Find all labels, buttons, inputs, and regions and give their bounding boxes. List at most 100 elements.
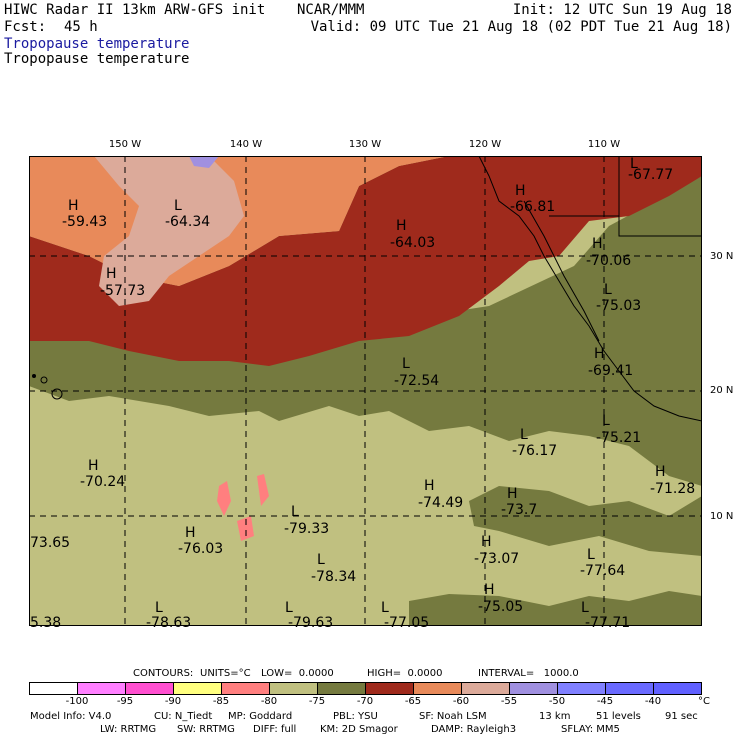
legend-swatch: [318, 683, 366, 694]
legend-tick: -90: [164, 696, 182, 707]
footer-cu: CU: N_Tiedt: [154, 711, 213, 722]
footer-resolution: 13 km: [539, 711, 571, 722]
marker-letter: H: [481, 534, 492, 550]
marker-value: 73.65: [30, 535, 71, 551]
lon-label-120w: 120 W: [468, 139, 502, 150]
marker-letter: L: [520, 427, 528, 443]
color-legend: [29, 682, 702, 695]
footer-levels: 51 levels: [596, 711, 641, 722]
marker-letter: L: [317, 552, 325, 568]
marker-letter: L: [581, 600, 589, 616]
marker-value: -79.33: [284, 521, 330, 537]
legend-swatch: [414, 683, 462, 694]
footer-mp: MP: Goddard: [228, 711, 293, 722]
marker-value: -67.77: [628, 167, 674, 183]
marker-value: -72.54: [394, 373, 440, 389]
marker-letter: H: [396, 218, 407, 234]
field-title-primary: Tropopause temperature: [4, 36, 190, 52]
legend-unit: °C: [698, 696, 710, 707]
lon-label-140w: 140 W: [229, 139, 263, 150]
legend-tick: -55: [500, 696, 518, 707]
legend-tick: -95: [116, 696, 134, 707]
footer-diff: DIFF: full: [253, 724, 297, 735]
lat-lon-grid: [29, 156, 702, 626]
marker-letter: H: [185, 525, 196, 541]
legend-tick: -45: [596, 696, 614, 707]
marker-letter: H: [515, 183, 526, 199]
marker-value: -74.49: [418, 495, 464, 511]
lat-label-30n: 30 N: [710, 251, 734, 262]
organization-label: NCAR/MMM: [297, 2, 365, 18]
marker-letter: L: [604, 282, 612, 298]
marker-value: -77.05: [384, 615, 430, 631]
contours-high: HIGH= 0.0000: [367, 668, 443, 679]
forecast-hour: 45 h: [64, 19, 98, 35]
marker-value: -77.64: [580, 563, 626, 579]
marker-value: -75.05: [478, 599, 524, 615]
contours-units: UNITS=°C: [200, 668, 251, 679]
model-title: HIWC Radar II 13km ARW-GFS init: [4, 2, 266, 18]
marker-letter: L: [174, 198, 182, 214]
legend-swatch: [78, 683, 126, 694]
legend-tick: -80: [260, 696, 278, 707]
legend-swatch: [126, 683, 174, 694]
lat-label-20n: 20 N: [710, 385, 734, 396]
forecast-label: Fcst:: [4, 19, 47, 35]
legend-swatch: [462, 683, 510, 694]
legend-swatch: [366, 683, 414, 694]
marker-value: -73.7: [501, 502, 538, 518]
footer-lw: LW: RRTMG: [100, 724, 157, 735]
marker-value: -64.03: [390, 235, 436, 251]
legend-tick: -75: [308, 696, 326, 707]
marker-letter: H: [655, 464, 666, 480]
marker-letter: H: [484, 582, 495, 598]
marker-letter: L: [602, 413, 610, 429]
marker-value: -79.63: [288, 615, 334, 631]
legend-tick: -40: [644, 696, 662, 707]
marker-letter: H: [68, 198, 79, 214]
marker-value: -66.81: [510, 199, 556, 215]
marker-value: -57.73: [100, 283, 146, 299]
marker-letter: H: [424, 478, 435, 494]
footer-model-info: Model Info: V4.0: [30, 711, 112, 722]
lon-label-110w: 110 W: [587, 139, 621, 150]
footer-pbl: PBL: YSU: [333, 711, 378, 722]
marker-letter: H: [88, 458, 99, 474]
marker-value: -69.41: [588, 363, 634, 379]
band-pink: [94, 156, 244, 306]
marker-letter: L: [402, 356, 410, 372]
contours-interval: INTERVAL= 1000.0: [478, 668, 579, 679]
legend-swatch: [174, 683, 222, 694]
marker-letter: L: [630, 156, 638, 172]
legend-tick: -85: [212, 696, 230, 707]
band-dark-red: [29, 156, 702, 366]
marker-letter: L: [587, 547, 595, 563]
marker-value: -70.06: [586, 253, 632, 269]
marker-value: -75.21: [596, 430, 642, 446]
lon-label-150w: 150 W: [108, 139, 142, 150]
valid-time: Valid: 09 UTC Tue 21 Aug 18 (02 PDT Tue …: [310, 19, 732, 35]
legend-swatch: [654, 683, 701, 694]
marker-letter: H: [592, 236, 603, 252]
footer-damp: DAMP: Rayleigh3: [431, 724, 517, 735]
marker-value: -73.07: [474, 551, 520, 567]
lon-label-130w: 130 W: [348, 139, 382, 150]
contours-label: CONTOURS:: [133, 668, 194, 679]
legend-swatch: [270, 683, 318, 694]
footer-sflay: SFLAY: MM5: [561, 724, 620, 735]
legend-swatch: [606, 683, 654, 694]
legend-swatch: [558, 683, 606, 694]
marker-value: -76.03: [178, 541, 224, 557]
marker-value: -71.28: [650, 481, 696, 497]
contours-low: LOW= 0.0000: [261, 668, 334, 679]
legend-swatch: [510, 683, 558, 694]
footer-sw: SW: RRTMG: [177, 724, 235, 735]
init-time: Init: 12 UTC Sun 19 Aug 18: [512, 2, 732, 18]
marker-value: -70.24: [80, 474, 126, 490]
footer-timestep: 91 sec: [665, 711, 698, 722]
marker-letter: L: [381, 600, 389, 616]
legend-tick: -100: [65, 696, 89, 707]
legend-tick: -70: [356, 696, 374, 707]
marker-value: 5.38: [30, 615, 62, 631]
footer-sf: SF: Noah LSM: [419, 711, 487, 722]
